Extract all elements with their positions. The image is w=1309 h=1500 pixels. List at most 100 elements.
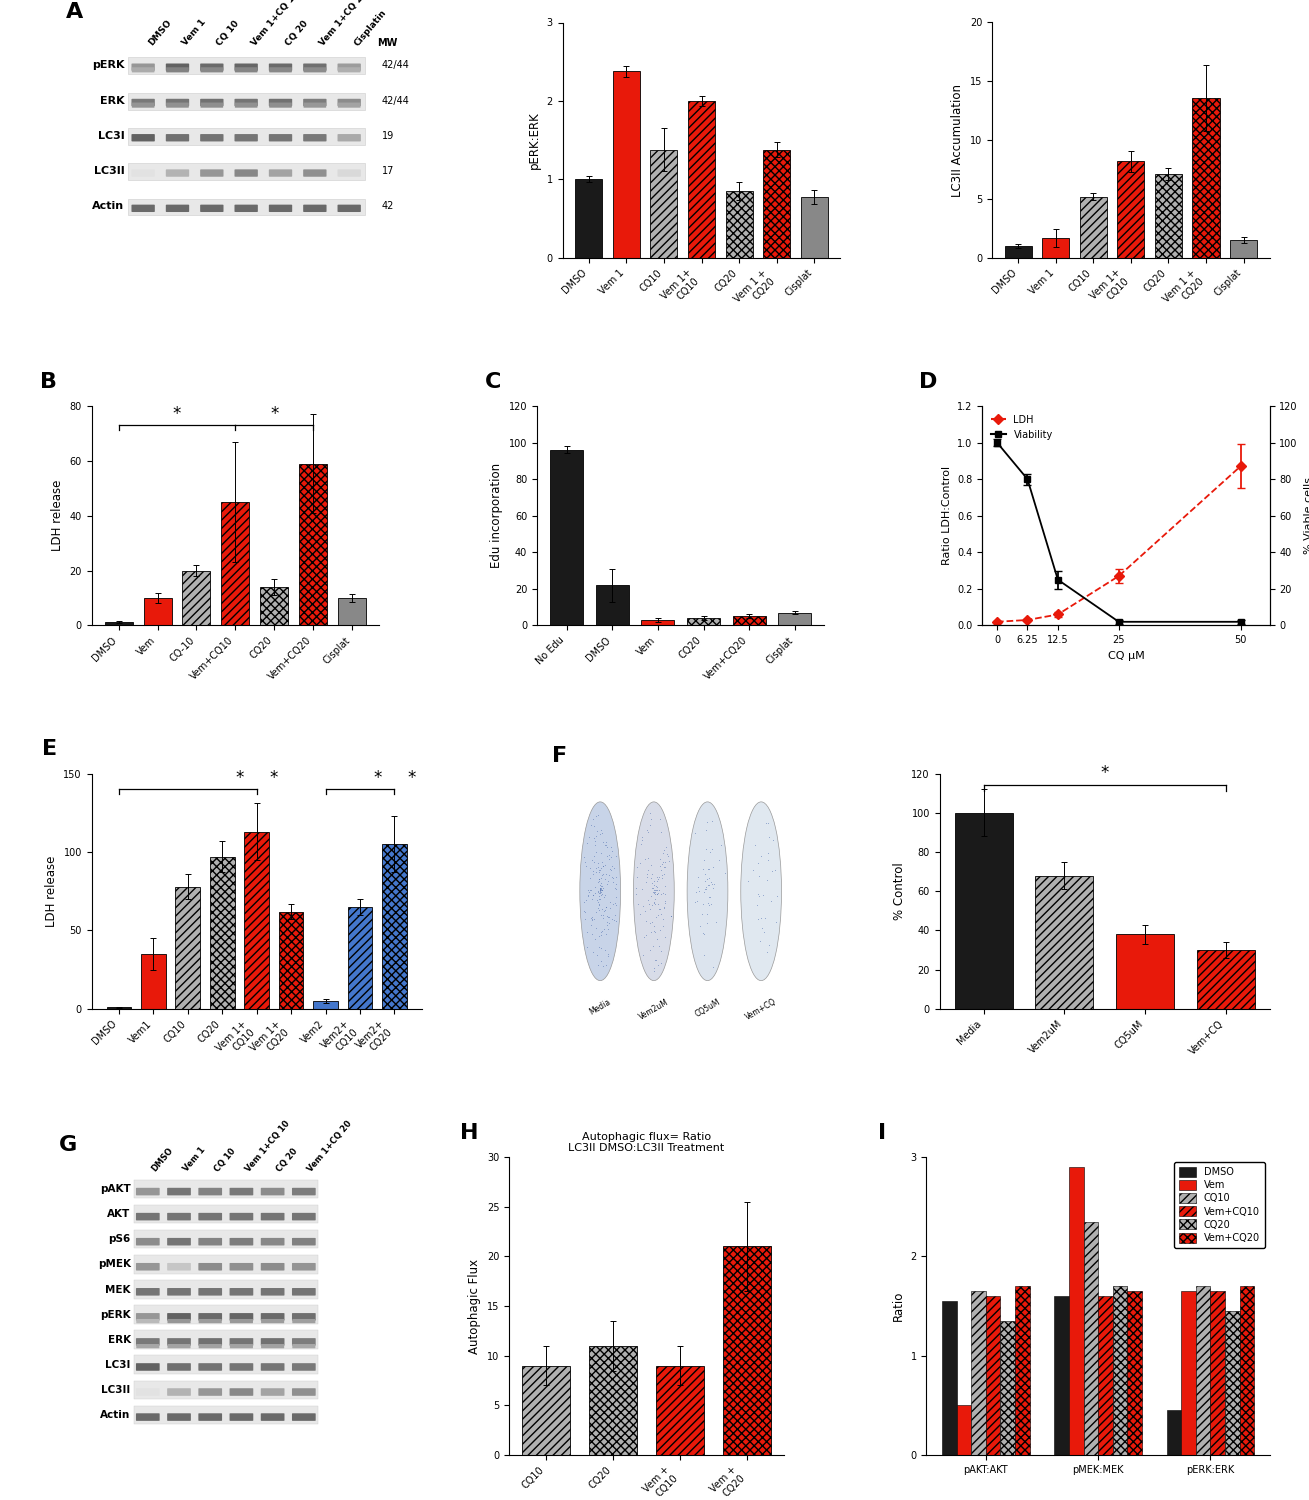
- FancyBboxPatch shape: [134, 1406, 318, 1423]
- Point: [589, 884, 610, 908]
- Point: [641, 871, 662, 895]
- Point: [652, 880, 673, 904]
- FancyBboxPatch shape: [200, 170, 224, 177]
- FancyBboxPatch shape: [166, 170, 190, 177]
- Point: [579, 825, 600, 849]
- Bar: [106, 1008, 131, 1010]
- Point: [585, 859, 606, 883]
- Bar: [1004, 246, 1031, 258]
- Text: DMSO: DMSO: [147, 18, 173, 48]
- Bar: [1127, 1292, 1141, 1455]
- Point: [630, 850, 651, 874]
- X-axis label: CQ µM: CQ µM: [1107, 651, 1144, 660]
- FancyBboxPatch shape: [131, 99, 154, 106]
- Point: [696, 810, 717, 834]
- Bar: [260, 586, 288, 626]
- Text: Actin: Actin: [101, 1410, 131, 1420]
- FancyBboxPatch shape: [268, 63, 292, 70]
- Point: [759, 933, 780, 957]
- Point: [648, 934, 669, 958]
- Text: Vem 1: Vem 1: [181, 18, 208, 48]
- Point: [644, 890, 665, 914]
- Y-axis label: % Control: % Control: [893, 862, 906, 919]
- Point: [597, 904, 618, 928]
- Point: [585, 900, 606, 924]
- Point: [653, 842, 674, 866]
- Point: [584, 908, 605, 932]
- FancyBboxPatch shape: [168, 1364, 191, 1371]
- Bar: [589, 1346, 637, 1455]
- Point: [703, 956, 724, 980]
- Point: [597, 916, 618, 940]
- Point: [581, 878, 602, 902]
- Point: [653, 894, 674, 918]
- Point: [606, 892, 627, 916]
- Text: A: A: [65, 2, 84, 22]
- Point: [589, 892, 610, 916]
- FancyBboxPatch shape: [292, 1338, 315, 1346]
- Text: Vem 1+CQ 20: Vem 1+CQ 20: [318, 0, 369, 48]
- Text: D: D: [919, 372, 937, 393]
- Bar: [986, 1296, 1000, 1455]
- Text: 42/44: 42/44: [382, 96, 410, 105]
- Point: [573, 844, 594, 868]
- Bar: [779, 612, 812, 626]
- Point: [747, 882, 768, 906]
- Bar: [1014, 1286, 1030, 1455]
- Text: Vem 1: Vem 1: [182, 1144, 207, 1173]
- Point: [651, 821, 672, 844]
- Point: [583, 886, 603, 910]
- Point: [600, 856, 620, 880]
- Bar: [801, 198, 827, 258]
- Point: [577, 879, 598, 903]
- Point: [592, 920, 613, 944]
- Point: [641, 892, 662, 916]
- Point: [596, 896, 617, 920]
- Point: [594, 833, 615, 856]
- Point: [585, 856, 606, 880]
- FancyBboxPatch shape: [260, 1388, 284, 1396]
- Point: [590, 876, 611, 900]
- FancyBboxPatch shape: [136, 1312, 160, 1320]
- Point: [737, 868, 758, 892]
- Point: [585, 840, 606, 864]
- Point: [644, 880, 665, 904]
- Point: [651, 858, 672, 882]
- Point: [758, 825, 779, 849]
- Bar: [209, 856, 234, 1010]
- Point: [761, 890, 781, 914]
- FancyBboxPatch shape: [304, 99, 326, 106]
- Point: [692, 892, 713, 916]
- Point: [708, 847, 729, 871]
- Point: [603, 865, 624, 889]
- Point: [702, 837, 723, 861]
- Point: [700, 870, 721, 894]
- Point: [747, 850, 768, 874]
- Bar: [144, 598, 171, 625]
- Point: [757, 847, 778, 871]
- Point: [577, 884, 598, 908]
- FancyBboxPatch shape: [136, 1388, 160, 1396]
- Point: [592, 954, 613, 978]
- Point: [750, 844, 771, 868]
- Point: [598, 910, 619, 934]
- Point: [661, 903, 682, 927]
- Circle shape: [634, 802, 674, 981]
- Point: [656, 834, 677, 858]
- Bar: [1084, 1221, 1098, 1455]
- Text: pS6: pS6: [109, 1234, 131, 1245]
- Point: [653, 915, 674, 939]
- FancyBboxPatch shape: [134, 1230, 318, 1248]
- Point: [590, 878, 611, 902]
- Point: [583, 859, 603, 883]
- Point: [630, 902, 651, 926]
- Bar: [521, 1365, 569, 1455]
- FancyBboxPatch shape: [166, 102, 188, 108]
- FancyBboxPatch shape: [132, 68, 154, 72]
- Point: [583, 843, 603, 867]
- Point: [699, 885, 720, 909]
- Point: [645, 920, 666, 944]
- Text: LC3I: LC3I: [105, 1359, 131, 1370]
- Point: [601, 853, 622, 877]
- FancyBboxPatch shape: [338, 204, 361, 212]
